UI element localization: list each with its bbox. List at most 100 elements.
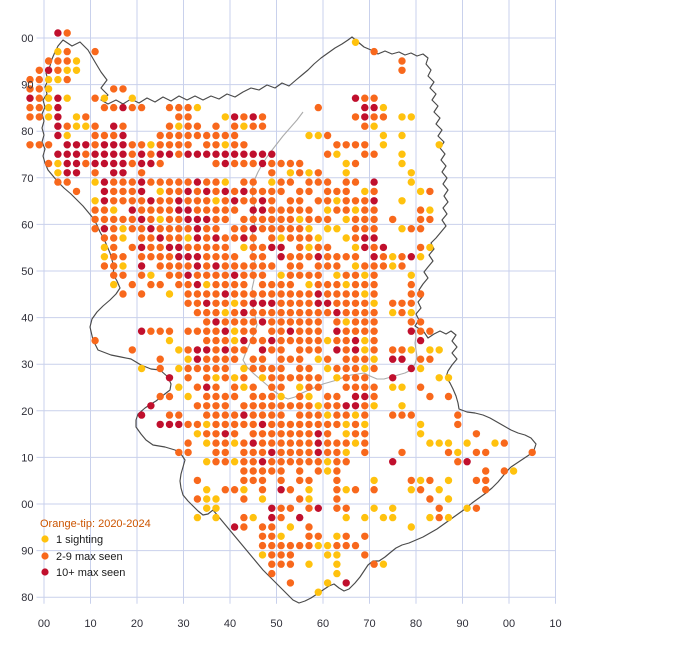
sighting-dot <box>203 346 211 354</box>
sighting-dot <box>221 448 229 457</box>
sighting-dot <box>147 215 155 224</box>
sighting-dot <box>323 290 332 298</box>
sighting-dot <box>100 215 109 224</box>
sighting-dot <box>221 430 229 438</box>
sighting-dot <box>119 103 127 112</box>
sighting-dot <box>407 476 415 485</box>
sighting-dot <box>463 439 471 447</box>
sighting-dot <box>230 383 239 391</box>
sighting-dot <box>333 532 341 540</box>
sighting-dot <box>323 131 332 140</box>
x-axis-tick-label: 50 <box>270 618 282 630</box>
sighting-dot <box>314 308 322 317</box>
sighting-dot <box>286 290 295 298</box>
sighting-dot <box>416 225 425 233</box>
sighting-dot <box>156 215 164 224</box>
sighting-dot <box>175 197 183 205</box>
sighting-dot <box>147 271 155 279</box>
sighting-dot <box>333 569 341 578</box>
sighting-dot <box>193 197 202 205</box>
sighting-dot <box>268 206 276 214</box>
sighting-dot <box>230 374 239 382</box>
sighting-dot <box>165 150 174 158</box>
sighting-dot <box>379 131 388 140</box>
sighting-dot <box>351 113 360 121</box>
sighting-dot <box>240 215 248 224</box>
sighting-dot <box>351 38 360 46</box>
sighting-dot <box>212 402 220 410</box>
sighting-dot <box>119 225 127 233</box>
sighting-dot <box>258 308 267 317</box>
sighting-dot <box>305 131 313 140</box>
sighting-dot <box>240 411 248 419</box>
sighting-dot <box>305 290 313 298</box>
sighting-dot <box>249 206 257 214</box>
sighting-dot <box>342 374 350 382</box>
sighting-dot <box>268 560 276 568</box>
sighting-dot <box>184 327 192 335</box>
sighting-dot <box>268 420 276 429</box>
sighting-dot <box>296 262 304 270</box>
sighting-dot <box>230 439 239 447</box>
sighting-dot <box>184 253 192 261</box>
sighting-dot <box>249 318 257 326</box>
sighting-dot <box>398 159 406 168</box>
sighting-dot <box>156 187 164 196</box>
sighting-dot <box>268 262 276 270</box>
sighting-dot <box>203 206 211 214</box>
sighting-dot <box>212 448 220 457</box>
sighting-dot <box>333 364 341 373</box>
sighting-dot <box>314 532 322 540</box>
sighting-dot <box>351 308 360 317</box>
sighting-dot <box>268 364 276 373</box>
sighting-dot <box>175 271 183 279</box>
sighting-dot <box>333 551 341 559</box>
sighting-dot <box>314 430 322 438</box>
sighting-dot <box>277 420 285 429</box>
sighting-dot <box>72 169 81 177</box>
sighting-dot <box>342 141 350 149</box>
sighting-dot <box>240 280 248 289</box>
sighting-dot <box>221 308 229 317</box>
sighting-dot <box>342 187 350 196</box>
sighting-dot <box>91 159 99 168</box>
sighting-dot <box>444 392 453 401</box>
sighting-dot <box>128 187 136 196</box>
sighting-dot <box>286 355 295 363</box>
sighting-dot <box>370 271 378 279</box>
sighting-dot <box>286 197 295 205</box>
sighting-dot <box>389 504 397 512</box>
sighting-dot <box>407 411 415 419</box>
sighting-dot <box>454 448 462 457</box>
sighting-dot <box>184 122 192 130</box>
sighting-dot <box>323 308 332 317</box>
sighting-dot <box>296 355 304 363</box>
sighting-dot <box>258 150 267 158</box>
sighting-dot <box>370 280 378 289</box>
sighting-dot <box>277 187 285 196</box>
sighting-dot <box>91 215 99 224</box>
sighting-dot <box>221 197 229 205</box>
sighting-dot <box>277 476 285 485</box>
sighting-dot <box>147 141 155 149</box>
sighting-dot <box>444 439 453 447</box>
sighting-dot <box>258 495 267 503</box>
y-axis-tick-label: 00 <box>21 33 33 45</box>
sighting-dot <box>156 327 164 335</box>
x-axis-tick-label: 70 <box>363 618 375 630</box>
sighting-dot <box>165 411 174 419</box>
sighting-dot <box>277 392 285 401</box>
sighting-dot <box>258 467 267 475</box>
sighting-dot <box>119 290 127 298</box>
sighting-dot <box>258 336 267 345</box>
sighting-dot <box>165 215 174 224</box>
sighting-dot <box>156 141 164 149</box>
sighting-dot <box>305 206 313 214</box>
sighting-dot <box>203 234 211 242</box>
sighting-dot <box>240 383 248 391</box>
sighting-dot <box>314 103 322 112</box>
sighting-dot <box>361 141 369 149</box>
sighting-dot <box>156 253 164 261</box>
sighting-dot <box>351 420 360 429</box>
sighting-dot <box>110 159 118 168</box>
